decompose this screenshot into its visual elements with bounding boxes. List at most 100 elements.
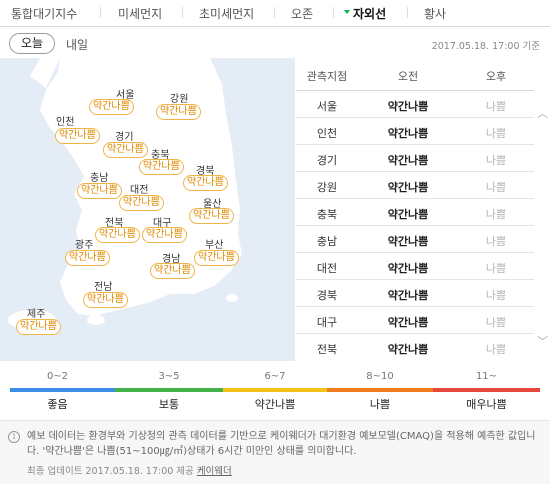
region-label-gwangju: 광주	[75, 240, 94, 251]
row-afternoon: 나쁨	[485, 316, 507, 329]
legend-label: 좋음	[47, 398, 68, 411]
region-label-chungnam: 충남	[90, 173, 109, 184]
row-morning: 약간나쁨	[387, 262, 429, 275]
region-label-chungbuk: 충북	[151, 150, 170, 161]
info-icon: i	[8, 431, 20, 443]
table-scrollbar[interactable]: ︿ ﹀	[534, 91, 550, 361]
legend-range: 11~	[475, 371, 498, 382]
tab-divider	[100, 7, 101, 18]
region-badge-daegu[interactable]: 약간나쁨	[142, 227, 187, 243]
region-badge-jeonbuk[interactable]: 약간나쁨	[95, 227, 140, 243]
region-badge-ulsan[interactable]: 약간나쁨	[189, 208, 234, 224]
row-morning: 약간나쁨	[387, 127, 429, 140]
region-label-daejeon: 대전	[130, 185, 149, 196]
timestamp: 2017.05.18. 17:00 기준	[431, 41, 540, 52]
table-row: 충북 약간나쁨 나쁨	[296, 199, 534, 226]
update-info: 최종 업데이트 2017.05.18. 17:00 제공 케이웨더	[27, 463, 232, 477]
tab-ultrafine-dust[interactable]: 초미세먼지	[199, 7, 255, 21]
table-row: 강원 약간나쁨 나쁨	[296, 172, 534, 199]
row-afternoon: 나쁨	[485, 154, 507, 167]
provider-link[interactable]: 케이웨더	[196, 466, 232, 477]
scroll-up-icon[interactable]: ︿	[537, 107, 548, 120]
tab-divider	[274, 7, 275, 18]
table-row: 경기 약간나쁨 나쁨	[296, 145, 534, 172]
region-badge-jeonnam[interactable]: 약간나쁨	[83, 292, 128, 308]
legend-range: 6~7	[264, 371, 286, 382]
row-region: 경기	[316, 154, 338, 167]
header-station: 관측지점	[306, 70, 348, 83]
table-row: 대구 약간나쁨 나쁨	[296, 307, 534, 334]
row-afternoon: 나쁨	[485, 343, 507, 356]
region-label-jeju: 제주	[27, 309, 46, 320]
region-label-daegu: 대구	[153, 218, 172, 229]
korea-map: 서울 약간나쁨 강원 약간나쁨 인천 약간나쁨 경기 약간나쁨 충북 약간나쁨 …	[0, 58, 295, 361]
region-label-busan: 부산	[205, 240, 224, 251]
region-badge-busan[interactable]: 약간나쁨	[194, 250, 239, 266]
table-row: 전북 약간나쁨 나쁨	[296, 334, 534, 361]
row-region: 강원	[316, 181, 338, 194]
header-afternoon: 오후	[485, 70, 507, 83]
row-morning: 약간나쁨	[387, 343, 429, 356]
update-text: 최종 업데이트 2017.05.18. 17:00 제공	[27, 466, 194, 477]
legend-label: 나쁨	[369, 398, 391, 411]
region-label-gyeongbuk: 경북	[196, 166, 215, 177]
region-badge-chungnam[interactable]: 약간나쁨	[77, 183, 122, 199]
tab-uv[interactable]: 자외선	[353, 7, 387, 21]
region-badge-chungbuk[interactable]: 약간나쁨	[139, 159, 184, 175]
region-label-seoul: 서울	[116, 90, 135, 101]
region-badge-incheon[interactable]: 약간나쁨	[55, 128, 100, 144]
tab-yellow-dust[interactable]: 황사	[424, 7, 447, 21]
region-badge-gyeongbuk[interactable]: 약간나쁨	[183, 175, 228, 191]
tab-divider	[182, 7, 183, 18]
region-badge-gangwon[interactable]: 약간나쁨	[156, 104, 201, 120]
region-badge-jeju[interactable]: 약간나쁨	[16, 319, 61, 335]
row-region: 서울	[316, 100, 338, 113]
row-region: 대구	[316, 316, 338, 329]
row-region: 인천	[316, 127, 338, 140]
legend-bar-very-bad	[433, 388, 540, 392]
header-morning: 오전	[397, 70, 419, 83]
region-label-gyeongnam: 경남	[162, 254, 181, 265]
tab-integrated-index[interactable]: 통합대기지수	[11, 7, 78, 21]
legend-bar-normal	[115, 388, 223, 392]
region-badge-gyeongnam[interactable]: 약간나쁨	[150, 263, 195, 279]
row-region: 경북	[316, 289, 338, 302]
region-label-gyeonggi: 경기	[115, 132, 134, 143]
tab-divider	[407, 7, 408, 18]
row-morning: 약간나쁨	[387, 100, 429, 113]
legend-label: 보통	[158, 398, 180, 411]
row-afternoon: 나쁨	[485, 289, 507, 302]
forecast-notice: i 예보 데이터는 환경부와 기상청의 관측 데이터를 기반으로 케이웨더가 대…	[0, 420, 550, 484]
row-afternoon: 나쁨	[485, 262, 507, 275]
notice-text: 예보 데이터는 환경부와 기상청의 관측 데이터를 기반으로 케이웨더가 대기환…	[27, 431, 536, 457]
table-row: 대전 약간나쁨 나쁨	[296, 253, 534, 280]
region-label-ulsan: 울산	[203, 199, 222, 210]
region-badge-gyeonggi[interactable]: 약간나쁨	[103, 142, 148, 158]
table-row: 충남 약간나쁨 나쁨	[296, 226, 534, 253]
table-row: 인천 약간나쁨 나쁨	[296, 118, 534, 145]
region-badge-seoul[interactable]: 약간나쁨	[89, 99, 134, 115]
row-afternoon: 나쁨	[485, 181, 507, 194]
legend-label: 매우나쁨	[466, 398, 507, 411]
uv-forecast-table: 관측지점 오전 오후 서울 약간나쁨 나쁨 인천 약간나쁨 나쁨 경기 약간나쁨…	[296, 58, 534, 361]
row-morning: 약간나쁨	[387, 208, 429, 221]
row-afternoon: 나쁨	[485, 127, 507, 140]
row-region: 대전	[316, 262, 338, 275]
table-row: 경북 약간나쁨 나쁨	[296, 280, 534, 307]
row-afternoon: 나쁨	[485, 235, 507, 248]
legend-bar-bad	[327, 388, 433, 392]
tab-ozone[interactable]: 오존	[291, 7, 314, 21]
today-button[interactable]: 오늘	[9, 33, 55, 54]
row-morning: 약간나쁨	[387, 181, 429, 194]
row-afternoon: 나쁨	[485, 100, 507, 113]
scroll-down-icon[interactable]: ﹀	[537, 335, 548, 348]
day-switch-row: 오늘 내일 2017.05.18. 17:00 기준	[0, 30, 550, 58]
region-badge-daejeon[interactable]: 약간나쁨	[119, 195, 164, 211]
region-badge-gwangju[interactable]: 약간나쁨	[65, 250, 110, 266]
tab-fine-dust[interactable]: 미세먼지	[118, 7, 163, 21]
tomorrow-button[interactable]: 내일	[66, 38, 89, 52]
row-afternoon: 나쁨	[485, 208, 507, 221]
legend-range: 0~2	[46, 371, 69, 382]
uv-scale-legend: 0~2 3~5 6~7 8~10 11~ 좋음 보통 약간나쁨 나쁨 매우나쁨	[0, 362, 550, 414]
legend-bar-slightly-bad	[223, 388, 327, 392]
